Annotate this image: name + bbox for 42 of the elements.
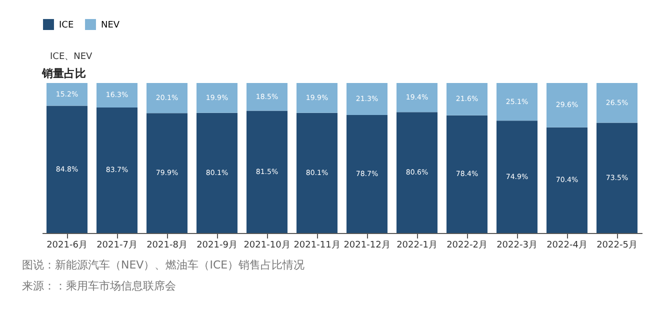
text: ICE、NEV xyxy=(50,52,94,62)
bar xyxy=(596,83,638,123)
x-tick-label: 2021-12月 xyxy=(344,240,390,250)
legend-label: ICE xyxy=(59,20,74,31)
x-tick-label: 2021-11月 xyxy=(294,240,340,250)
x-tick-label: 2022-1月 xyxy=(396,240,438,250)
bar xyxy=(496,120,538,233)
bar xyxy=(146,113,188,233)
bar xyxy=(346,83,388,115)
text: 图说：新能源汽车（NEV）、燃油车（ICE）销售占比情况 xyxy=(22,258,305,272)
bar xyxy=(46,83,88,106)
bar xyxy=(346,114,388,233)
bar xyxy=(146,83,188,114)
chart-title: 销量占比 xyxy=(41,67,86,80)
legend-label: NEV xyxy=(101,20,120,31)
x-tick-label: 2022-4月 xyxy=(546,240,588,250)
x-tick-label: 2022-3月 xyxy=(496,240,538,250)
x-tick-label: 2021-9月 xyxy=(196,240,238,250)
bar xyxy=(246,110,288,233)
bar xyxy=(596,122,638,233)
x-tick-label: 2021-6月 xyxy=(46,240,88,250)
x-tick-label: 2022-5月 xyxy=(596,240,638,250)
bar xyxy=(46,106,88,233)
bar xyxy=(296,83,338,113)
bar xyxy=(296,112,338,233)
x-tick-label: 2021-7月 xyxy=(96,240,138,250)
bar xyxy=(546,83,588,128)
bar xyxy=(496,83,538,121)
source-note: 来源：：乘用车市场信息联席会 xyxy=(22,280,176,292)
bar xyxy=(396,112,438,233)
bar xyxy=(396,83,438,112)
bar xyxy=(446,115,488,233)
bar xyxy=(196,112,238,233)
x-tick-label: 2022-2月 xyxy=(446,240,488,250)
bar xyxy=(446,83,488,116)
bar xyxy=(96,83,138,108)
bar xyxy=(196,83,238,113)
bar xyxy=(96,107,138,233)
bar xyxy=(246,83,288,111)
bar xyxy=(546,127,588,233)
x-tick-label: 2021-8月 xyxy=(146,240,188,250)
x-tick-label: 2021-10月 xyxy=(244,240,290,250)
